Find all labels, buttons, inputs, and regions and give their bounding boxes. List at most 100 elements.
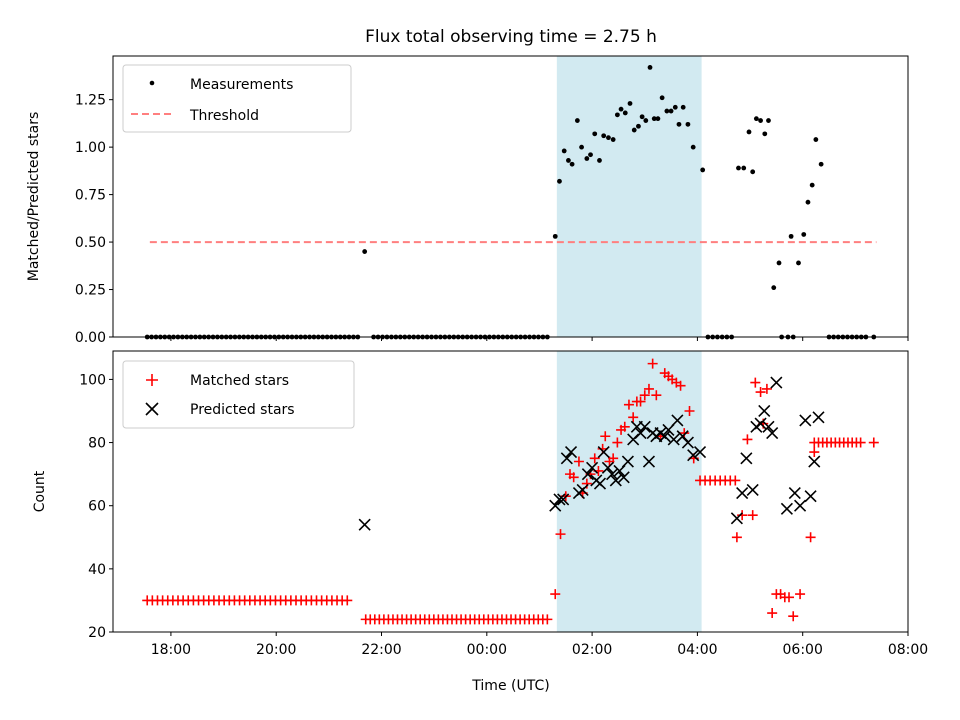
predicted-star-point <box>780 502 793 515</box>
measurement-point <box>606 135 611 141</box>
count-axes-frame <box>112 350 909 633</box>
matched-star-point <box>795 589 806 600</box>
measurement-point <box>736 165 741 171</box>
measurement-point <box>805 199 811 205</box>
observing-window-shade-lower <box>556 351 702 632</box>
predicted-star-point <box>621 455 634 468</box>
predicted-star-point <box>736 487 749 500</box>
measurement-point <box>569 161 575 167</box>
y-tick-label: 100 <box>79 372 106 388</box>
predicted-star-point <box>762 420 775 433</box>
predicted-star-point <box>358 518 371 531</box>
matched-star-point <box>742 434 753 445</box>
measurement-point <box>566 158 571 163</box>
measurement-point <box>664 108 670 114</box>
measurement-point <box>813 137 819 142</box>
measurement-point <box>592 131 598 137</box>
matched-star-point <box>342 595 353 606</box>
predicted-star-point <box>730 512 743 525</box>
matched-star-point <box>679 428 690 439</box>
predicted-star-point <box>754 417 767 430</box>
predicted-star-point <box>549 499 562 512</box>
measurement-point <box>741 165 747 171</box>
count-panel: 20 40 60 80 100 18:00 20:00 22:00 00:00 02:00 04:… <box>32 350 928 694</box>
count-y-label: Count <box>32 470 48 512</box>
measurement-point <box>801 232 807 237</box>
matched-star-point <box>805 532 816 543</box>
measurement-point <box>584 156 590 161</box>
y-tick-label: 80 <box>88 436 106 452</box>
predicted-star-point <box>560 452 573 465</box>
measurement-point <box>636 123 641 129</box>
count-x-ticks: 18:00 20:00 22:00 00:00 02:00 04:00 06:00 08:00 <box>151 632 928 658</box>
predicted-star-point <box>812 411 825 424</box>
measurement-point <box>574 118 580 123</box>
predicted-star-point <box>662 423 675 436</box>
matched-star-point <box>809 447 820 458</box>
predicted-star-point <box>788 487 801 500</box>
matched-star-point <box>675 380 686 391</box>
measurement-point <box>771 285 777 291</box>
matched-star-point <box>628 412 639 423</box>
matched-star-point <box>731 532 742 543</box>
y-tick-label: 0.75 <box>75 188 106 204</box>
matched-star-point <box>573 456 584 467</box>
measurement-point <box>601 133 607 139</box>
measurement-point <box>690 144 696 150</box>
predicted-star-point <box>597 445 610 459</box>
matched-star-point <box>868 437 879 448</box>
matched-star-point <box>747 510 758 521</box>
predicted-star-point <box>553 493 566 506</box>
measurement-legend-marker <box>149 80 155 86</box>
measurement-point <box>647 64 653 70</box>
measurement-point <box>680 104 686 110</box>
matched-star-point <box>568 472 579 483</box>
matched-star-point <box>855 437 866 448</box>
measurement-point <box>809 182 815 188</box>
ratio-legend: Measurements Threshold <box>122 64 352 133</box>
predicted-star-point <box>740 452 753 465</box>
matched-star-point <box>647 358 658 369</box>
measurement-point <box>639 114 645 120</box>
matched-star-point <box>755 387 766 398</box>
y-tick-label: 0.25 <box>75 283 106 299</box>
predicted-star-point <box>766 427 779 440</box>
threshold-legend-label: Threshold <box>189 108 259 124</box>
measurement-point <box>700 167 706 173</box>
measurement-point <box>614 112 620 118</box>
matched-star-point <box>737 510 748 521</box>
predicted-star-point <box>799 414 812 427</box>
measurement-point <box>746 129 752 135</box>
matched-star-point <box>600 431 611 442</box>
y-tick-label: 1.00 <box>75 140 106 156</box>
measurement-point <box>631 127 637 133</box>
predicted-star-point <box>658 430 671 443</box>
predicted-star-point <box>609 474 622 487</box>
measurement-point <box>788 233 794 239</box>
predicted-star-point <box>687 449 700 462</box>
matched-star-point <box>550 589 561 600</box>
measurement-point <box>818 161 824 167</box>
x-tick-label: 02:00 <box>572 642 612 658</box>
x-tick-label: 08:00 <box>888 642 928 658</box>
predicted-star-point <box>758 404 771 418</box>
predicted-star-point <box>770 376 783 389</box>
matched-star-point <box>750 377 761 388</box>
predicted-star-point <box>693 445 707 459</box>
predicted-star-point <box>808 455 821 468</box>
matched-star-point <box>619 421 630 432</box>
predicted-star-point <box>564 445 578 459</box>
predicted-star-point <box>617 471 630 484</box>
y-tick-label: 20 <box>88 625 106 641</box>
matched-star-point <box>608 453 619 464</box>
predicted-star-point <box>671 414 684 427</box>
predicted-star-point <box>667 433 680 446</box>
ratio-panel: 0.00 0.25 0.50 0.75 1.00 1.25 Matched/Predict… <box>26 55 909 346</box>
measurement-point <box>618 106 624 112</box>
measurement-point <box>750 169 756 175</box>
measurement-point <box>668 108 674 114</box>
predicted-star-point <box>576 483 589 496</box>
y-tick-label: 40 <box>88 562 106 578</box>
count-marks <box>142 358 879 625</box>
predicted-star-point <box>601 461 614 474</box>
